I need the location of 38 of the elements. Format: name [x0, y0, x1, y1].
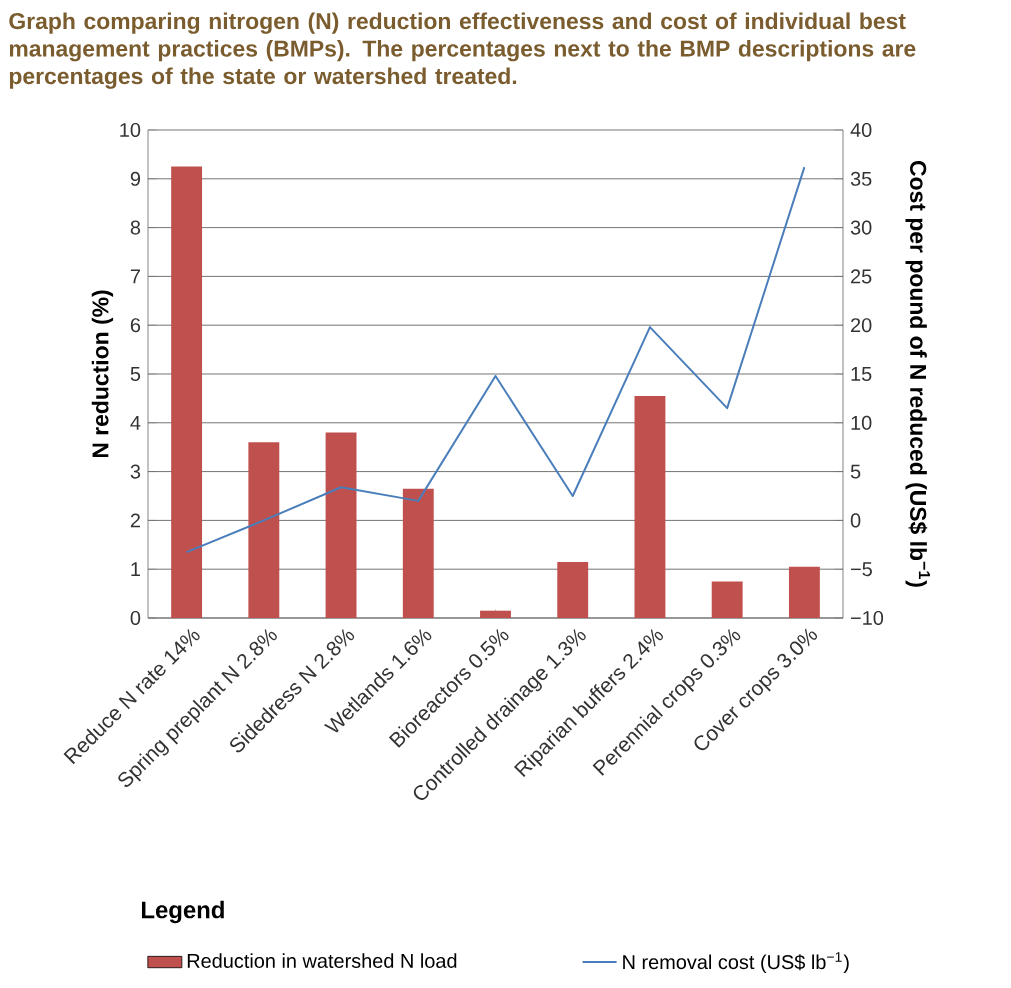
bar	[634, 395, 666, 618]
y-tick-label: 5	[130, 367, 141, 381]
bar	[480, 610, 511, 618]
y2-tick-label: 10	[851, 415, 872, 430]
y2-tick-label: 40	[850, 122, 872, 138]
y-tick-label: 6	[130, 318, 141, 333]
bar	[402, 488, 434, 618]
y-tick-label: 4	[130, 415, 141, 430]
y-tick-label: 7	[130, 269, 140, 284]
y2-tick-label: 35	[850, 171, 872, 186]
y2-tick-label: 15	[851, 367, 872, 381]
bar	[788, 566, 820, 618]
y-tick-label: 9	[130, 171, 141, 186]
legend-label: N removal cost (US$ lb$^{−1}$)	[623, 952, 849, 974]
y2-tick-label: −10	[851, 610, 884, 626]
y-tick-label: 0	[130, 610, 141, 626]
y2-tick-label: 25	[851, 269, 872, 284]
bar	[325, 432, 357, 618]
y2-tick-label: 30	[850, 220, 872, 235]
bar	[557, 561, 589, 618]
line-series	[185, 166, 806, 554]
legend-label: Reduction in watershed N load	[187, 953, 457, 968]
y-axis-title: N reduction (%)	[91, 290, 114, 458]
y-tick-label: 8	[130, 220, 141, 235]
y-tick-label: 10	[120, 122, 141, 138]
y2-axis-title: Cost per pound of N reduced (US$ lb$^{−1}$)	[905, 160, 930, 587]
y2-tick-label: −5	[851, 562, 872, 577]
bar	[171, 166, 203, 618]
bar	[711, 581, 743, 618]
y2-tick-label: 5	[850, 464, 861, 479]
y-tick-label: 1	[131, 562, 140, 577]
bar	[248, 442, 280, 618]
y-tick-label: 2	[130, 513, 140, 528]
y2-tick-label: 0	[850, 513, 861, 528]
chart-title: Graph comparing nitrogen (N) reduction effectiveness and cost of individual best management practices (BMPs). The percentages next to the BMP descriptions are percentages of the state or watershed treated.	[9, 12, 916, 89]
y-tick-label: 3	[130, 464, 141, 479]
legend-title: Legend	[141, 900, 224, 924]
y2-tick-label: 20	[851, 318, 872, 333]
